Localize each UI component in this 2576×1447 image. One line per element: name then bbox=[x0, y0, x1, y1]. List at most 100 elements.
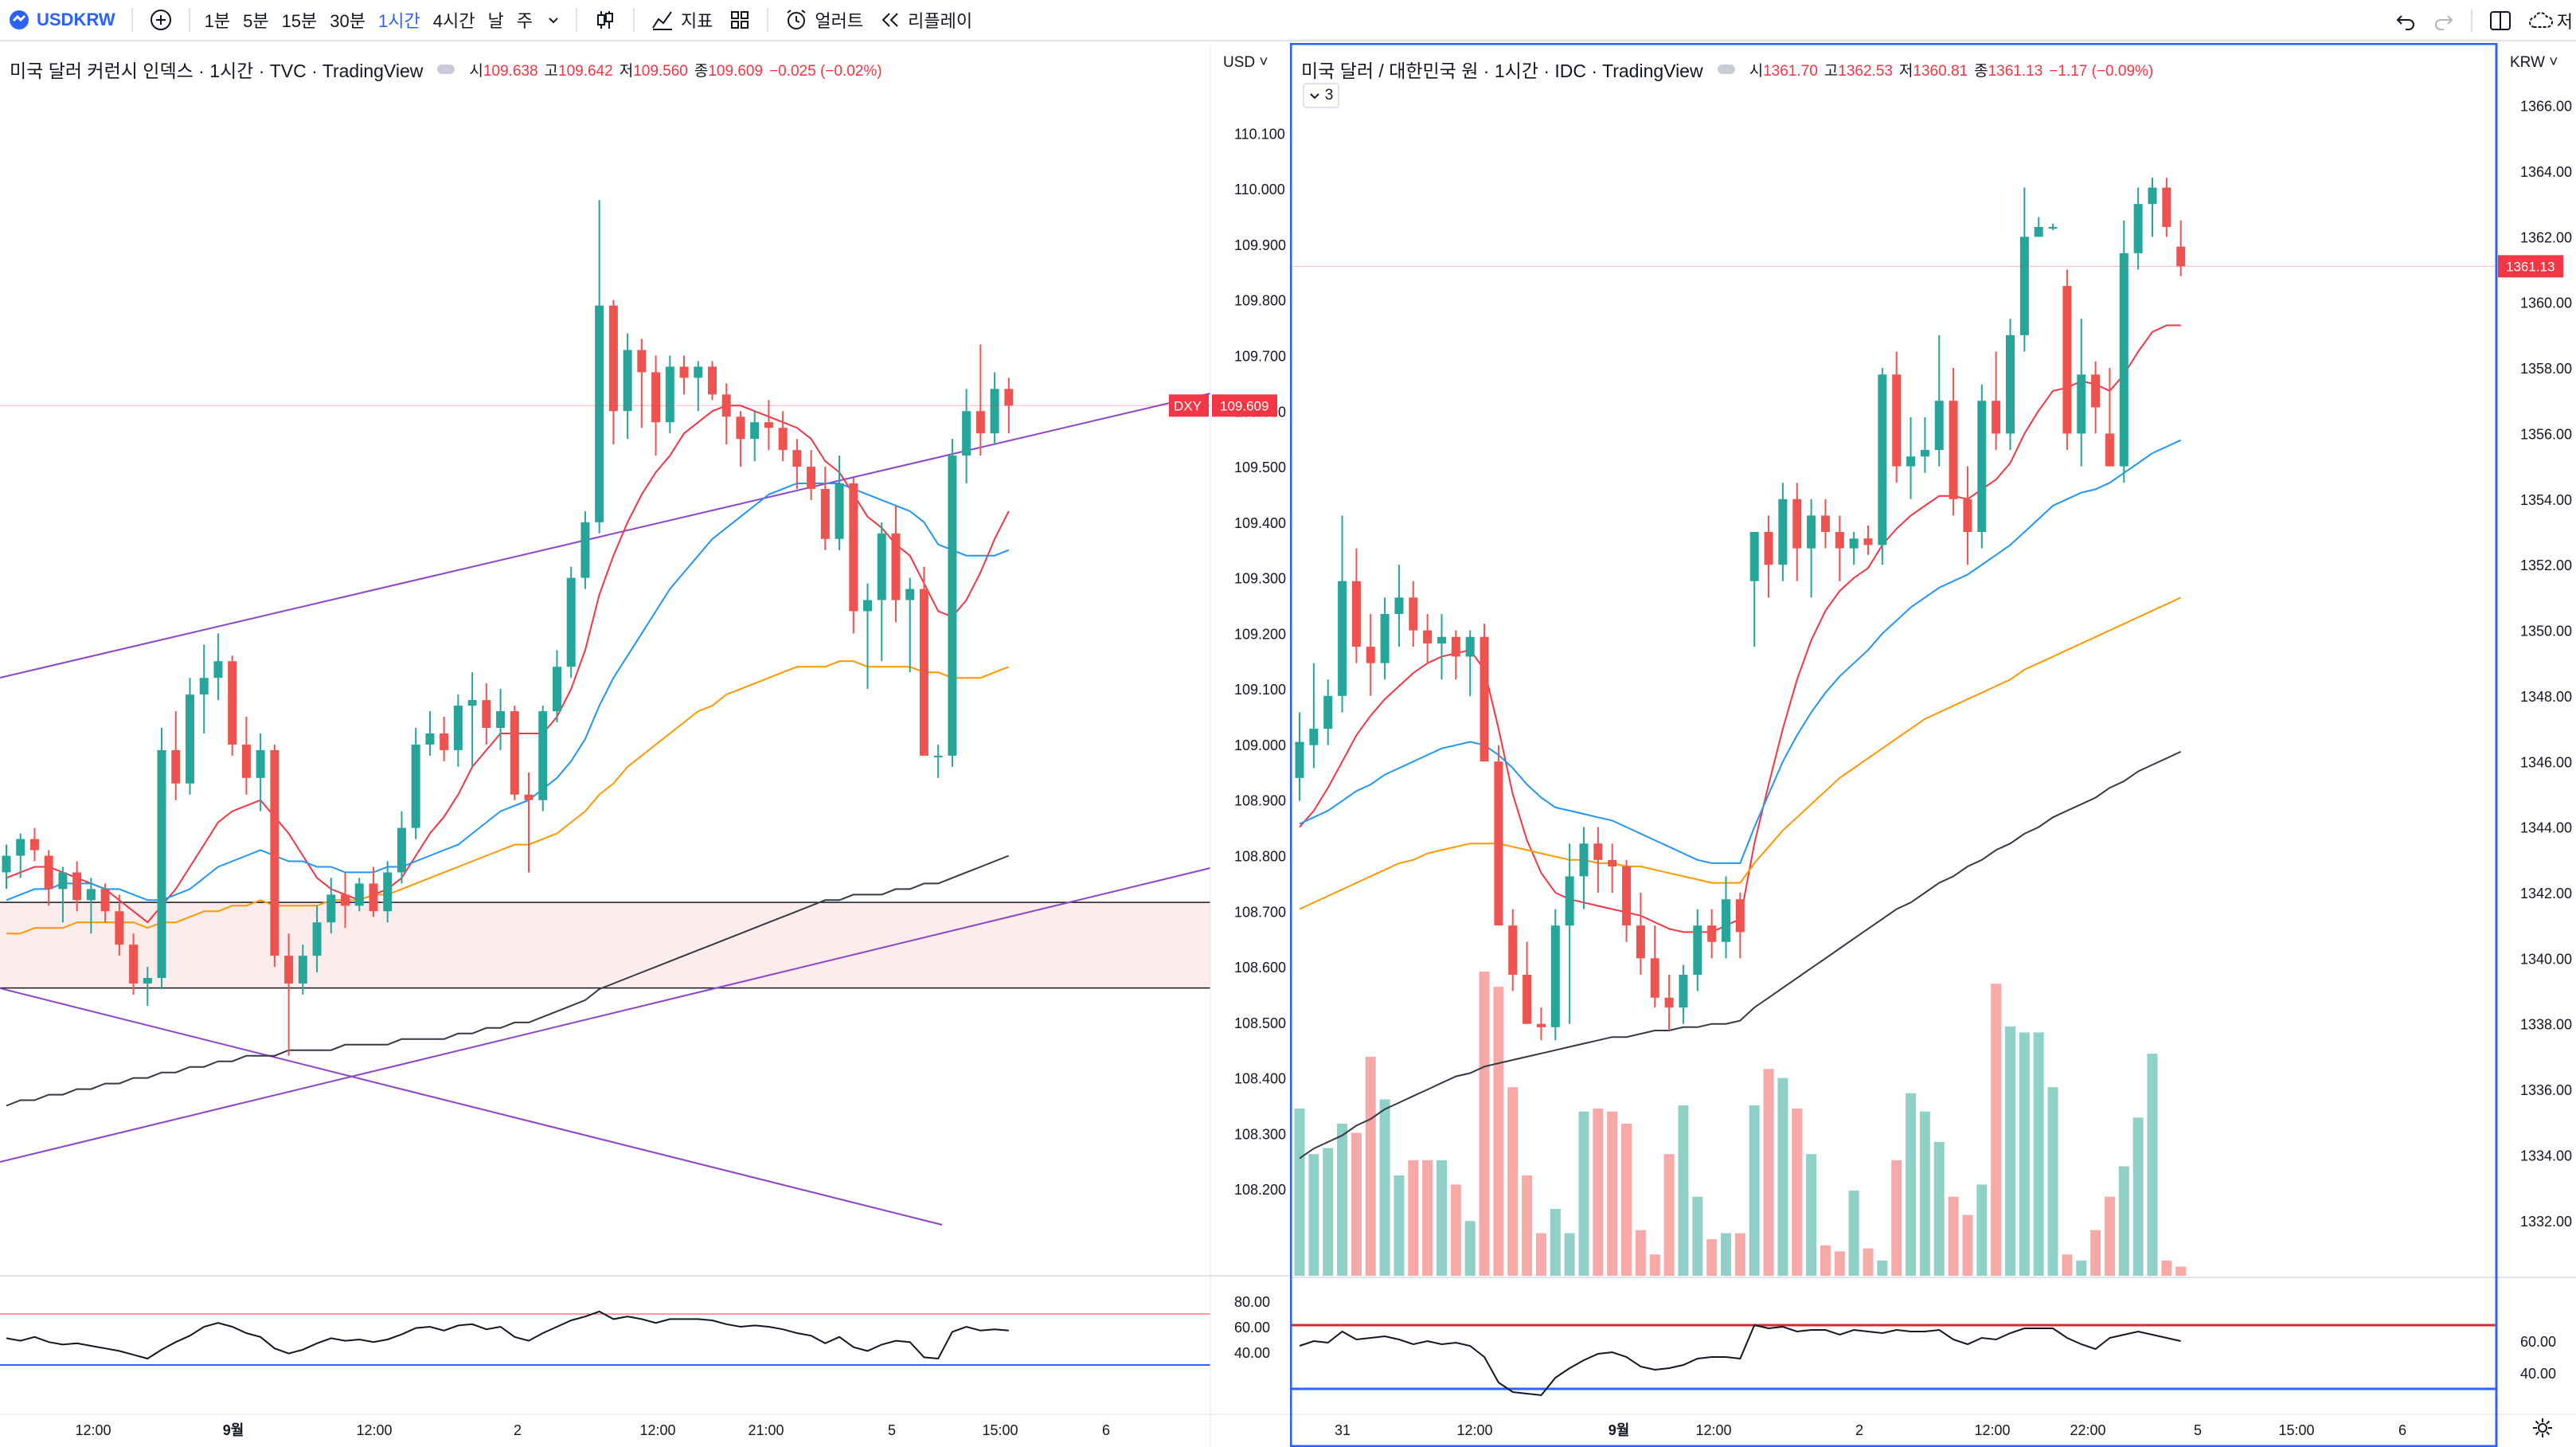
chart-settings-button[interactable] bbox=[2531, 1416, 2555, 1444]
candle-body bbox=[1409, 597, 1418, 631]
time-tick-label: 5 bbox=[888, 1422, 896, 1438]
price-tick-label: 1346.00 bbox=[2520, 754, 2572, 770]
candle-body bbox=[933, 755, 943, 757]
rsi-tick-label: 80.00 bbox=[1234, 1294, 1270, 1310]
interval-button[interactable]: 15분 bbox=[281, 11, 318, 31]
chart-right[interactable]: 1366.00 1364.00 1362.00 1360.00 1358.00 1356.… bbox=[1290, 43, 2576, 1447]
candle-body bbox=[538, 711, 548, 800]
candle-body bbox=[157, 749, 166, 979]
candle-body bbox=[467, 700, 477, 706]
candle-body bbox=[228, 661, 237, 745]
interval-button[interactable]: 5분 bbox=[243, 11, 269, 31]
candle-body bbox=[1004, 389, 1014, 406]
price-tick-label: 1360.00 bbox=[2520, 295, 2572, 311]
volume-bar bbox=[1734, 1233, 1745, 1276]
symbol-search-button[interactable]: USDKRW bbox=[0, 0, 123, 41]
candle-body bbox=[1550, 925, 1560, 1027]
interval-button[interactable]: 30분 bbox=[330, 11, 365, 31]
candle-body bbox=[1835, 531, 1844, 549]
candle-body bbox=[1693, 925, 1702, 975]
candle-body bbox=[397, 827, 406, 873]
volume-bar bbox=[1749, 1105, 1760, 1276]
interval-button[interactable]: 1분 bbox=[204, 11, 231, 31]
candle-body bbox=[637, 350, 647, 373]
toolbar-divider bbox=[131, 8, 133, 32]
interval-button[interactable]: 날 bbox=[487, 11, 504, 31]
candle-body bbox=[453, 706, 463, 750]
price-axis bbox=[2496, 43, 2576, 1447]
volume-bar bbox=[1394, 1175, 1405, 1276]
replay-label: 리플레이 bbox=[908, 11, 973, 31]
moving-average-line bbox=[1299, 324, 2181, 933]
volume-bar bbox=[2147, 1054, 2158, 1276]
price-tick-label: 1364.00 bbox=[2520, 164, 2572, 180]
candle-body bbox=[284, 956, 294, 984]
candle-body bbox=[510, 711, 519, 795]
price-tick-label: 108.300 bbox=[1234, 1126, 1286, 1142]
volume-bar bbox=[1678, 1105, 1689, 1276]
volume-bar bbox=[1294, 1108, 1305, 1276]
indicators-collapse-button[interactable]: 3 bbox=[1303, 83, 1339, 108]
candle-body bbox=[849, 483, 858, 612]
volume-bar bbox=[1550, 1208, 1561, 1276]
time-tick-label: 22:00 bbox=[2070, 1422, 2105, 1438]
moving-average-line bbox=[1299, 750, 2182, 1160]
candle-body bbox=[1778, 499, 1788, 565]
volume-bar bbox=[1863, 1248, 1874, 1276]
volume-bar bbox=[1933, 1141, 1945, 1276]
candle-body bbox=[129, 944, 139, 984]
indicators-button[interactable]: 지표 bbox=[643, 0, 721, 41]
collapsed-count: 3 bbox=[1324, 87, 1334, 104]
candle-body bbox=[100, 889, 110, 912]
volume-bar bbox=[1820, 1245, 1831, 1276]
replay-button[interactable]: 리플레이 bbox=[871, 0, 980, 41]
interval-dropdown-button[interactable] bbox=[539, 0, 568, 41]
alert-label: 얼러트 bbox=[815, 11, 864, 31]
chart-type-button[interactable] bbox=[585, 0, 625, 41]
volume-bar bbox=[1806, 1154, 1817, 1276]
price-tick-label: 108.700 bbox=[1234, 904, 1286, 920]
right-currency-button[interactable]: KRW ˅ bbox=[2510, 54, 2558, 72]
interval-button[interactable]: 주 bbox=[516, 11, 533, 31]
support-zone bbox=[0, 902, 1210, 988]
volume-bar bbox=[1308, 1154, 1319, 1276]
alert-button[interactable]: 얼러트 bbox=[776, 0, 871, 41]
volume-bar bbox=[2033, 1032, 2044, 1276]
legend-toggle-icon[interactable] bbox=[437, 65, 455, 74]
volume-bar bbox=[2118, 1166, 2129, 1276]
toolbar-divider bbox=[632, 8, 635, 32]
cloud-save-button[interactable]: 저 bbox=[2520, 0, 2576, 41]
candle-body bbox=[891, 533, 901, 600]
interval-button[interactable]: 4시간 bbox=[432, 11, 475, 31]
moving-average-line bbox=[6, 855, 1010, 1107]
candle-body bbox=[185, 694, 194, 784]
templates-button[interactable] bbox=[721, 0, 759, 41]
candle-body bbox=[2019, 237, 2029, 335]
redo-button[interactable] bbox=[2425, 0, 2463, 41]
candle-body bbox=[1963, 499, 1972, 532]
chart-left[interactable]: 110.100 110.000 109.900 109.800 109.700 109.6… bbox=[0, 43, 1290, 1447]
candle-body bbox=[1749, 531, 1759, 581]
candle-body bbox=[58, 872, 68, 890]
left-currency-button[interactable]: USD ˅ bbox=[1223, 54, 1268, 72]
candle-body bbox=[2006, 334, 2015, 434]
time-tick-label: 6 bbox=[1102, 1422, 1110, 1438]
volume-bar bbox=[1877, 1260, 1888, 1276]
rsi-tick-label: 60.00 bbox=[1234, 1320, 1270, 1336]
volume-bar bbox=[2047, 1087, 2058, 1276]
ohlc-label: 시 bbox=[1749, 62, 1764, 80]
plus-circle-icon bbox=[150, 10, 171, 30]
interval-button[interactable]: 1시간 bbox=[378, 11, 420, 31]
candle-body bbox=[482, 700, 491, 729]
candle-body bbox=[354, 883, 364, 906]
layout-button[interactable] bbox=[2480, 0, 2520, 41]
volume-bar bbox=[2090, 1230, 2101, 1276]
volume-bar bbox=[1422, 1160, 1433, 1276]
toolbar-divider bbox=[2470, 9, 2472, 33]
chevron-down-icon bbox=[549, 18, 558, 24]
legend-toggle-icon[interactable] bbox=[1717, 65, 1735, 74]
undo-button[interactable] bbox=[2386, 0, 2425, 41]
candle-body bbox=[948, 456, 957, 756]
add-symbol-button[interactable] bbox=[141, 0, 181, 41]
left-legend: 미국 달러 커런시 인덱스 · 1시간 · TVC · TradingView … bbox=[10, 56, 882, 83]
